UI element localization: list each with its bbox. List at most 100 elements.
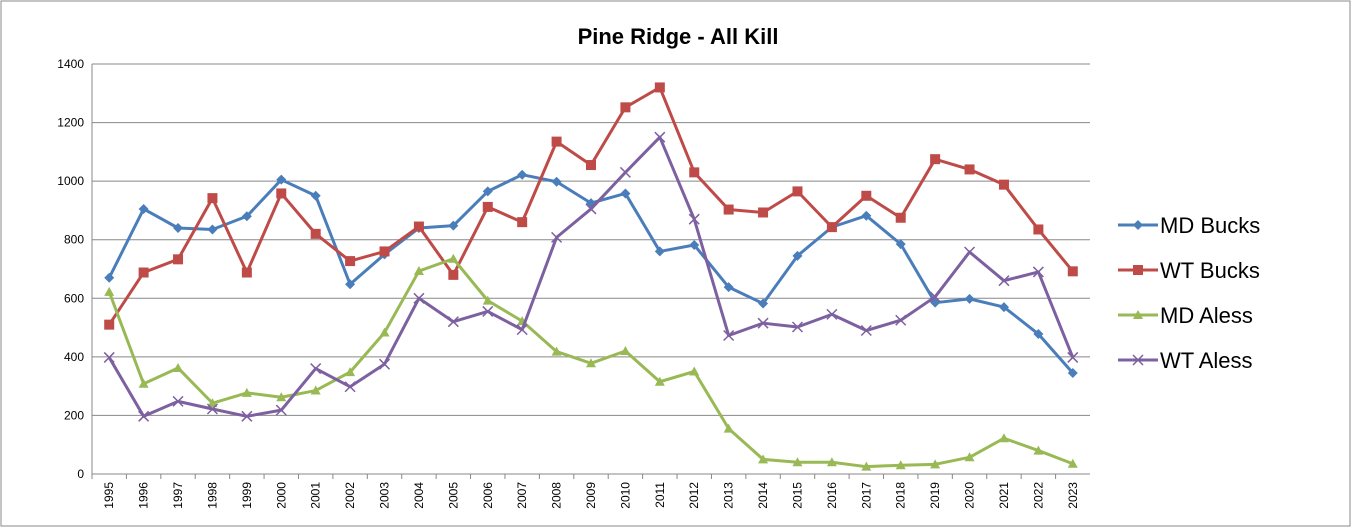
point [103, 351, 115, 363]
point [861, 190, 872, 201]
y-tick-label: 800 [64, 233, 84, 247]
point [310, 190, 321, 201]
point [758, 207, 769, 218]
point [620, 188, 631, 199]
point [345, 256, 356, 267]
point [516, 324, 528, 336]
point [241, 211, 252, 222]
x-tick-label: 2001 [309, 482, 323, 509]
point [654, 376, 665, 386]
legend-marker [1133, 310, 1143, 319]
point [964, 293, 975, 304]
point [207, 398, 218, 408]
point [1067, 266, 1078, 277]
point [551, 136, 562, 147]
x-tick-label: 2007 [515, 482, 529, 509]
point [1067, 458, 1078, 468]
point [1033, 445, 1044, 455]
point [276, 392, 287, 402]
point [688, 213, 700, 225]
x-tick-label: 1997 [171, 482, 185, 509]
point [654, 82, 665, 93]
point [207, 193, 218, 204]
point [895, 460, 906, 470]
point [723, 282, 734, 293]
point [173, 223, 184, 233]
point [138, 203, 149, 214]
point [379, 246, 390, 257]
point [791, 321, 804, 333]
y-tick-label: 0 [77, 467, 84, 481]
point [138, 410, 150, 422]
point [206, 403, 218, 415]
point [173, 254, 184, 265]
x-tick-label: 2016 [825, 482, 839, 509]
point [276, 174, 287, 185]
chart-title: Pine Ridge - All Kill [578, 24, 779, 49]
legend-label: MD Bucks [1160, 213, 1260, 238]
x-tick-label: 2005 [446, 482, 460, 509]
y-tick-label: 1400 [57, 57, 84, 71]
x-tick-label: 1996 [137, 482, 151, 509]
point [1067, 367, 1078, 378]
point [1033, 329, 1044, 340]
point [998, 179, 1009, 190]
y-tick-label: 1000 [57, 174, 84, 188]
x-tick-label: 2011 [653, 482, 667, 508]
point [448, 220, 459, 231]
point [345, 279, 356, 290]
point [723, 204, 734, 215]
point [998, 433, 1009, 443]
point [172, 395, 184, 407]
point [689, 239, 700, 250]
legend-label: WT Aless [1160, 348, 1253, 373]
point [895, 239, 906, 250]
point [310, 228, 321, 239]
point [275, 404, 287, 416]
point [861, 210, 872, 221]
point [792, 186, 803, 197]
y-tick-label: 600 [64, 291, 84, 305]
point [689, 167, 700, 178]
y-tick-label: 1200 [57, 116, 84, 130]
point [138, 267, 149, 278]
point [448, 253, 459, 263]
point [998, 302, 1009, 313]
x-tick-label: 2012 [687, 482, 701, 509]
point [654, 131, 666, 143]
point [413, 221, 424, 232]
x-tick-label: 2020 [963, 482, 977, 509]
point [482, 201, 493, 212]
point [241, 387, 252, 397]
point [241, 410, 253, 422]
point [586, 358, 596, 368]
legend-label: WT Bucks [1160, 258, 1260, 283]
point [482, 186, 493, 197]
point [964, 246, 976, 258]
point [586, 160, 596, 171]
point [860, 324, 872, 337]
point [964, 164, 975, 175]
point [482, 305, 494, 317]
x-tick-label: 1999 [240, 482, 254, 509]
x-tick-label: 2009 [584, 482, 598, 509]
point [895, 314, 907, 326]
point [654, 246, 665, 257]
point [826, 308, 838, 320]
x-tick-label: 2002 [343, 482, 357, 509]
x-tick-label: 1998 [205, 482, 219, 509]
point [104, 272, 115, 283]
x-tick-label: 2021 [997, 482, 1011, 509]
point [413, 292, 425, 304]
x-tick-label: 2014 [756, 482, 770, 509]
point [345, 367, 356, 377]
x-tick-label: 2004 [412, 482, 426, 509]
point [585, 203, 597, 215]
point [723, 329, 735, 342]
legend-marker [1133, 220, 1143, 230]
point [173, 362, 184, 372]
legend-marker [1132, 354, 1144, 366]
y-tick-label: 400 [64, 350, 84, 364]
